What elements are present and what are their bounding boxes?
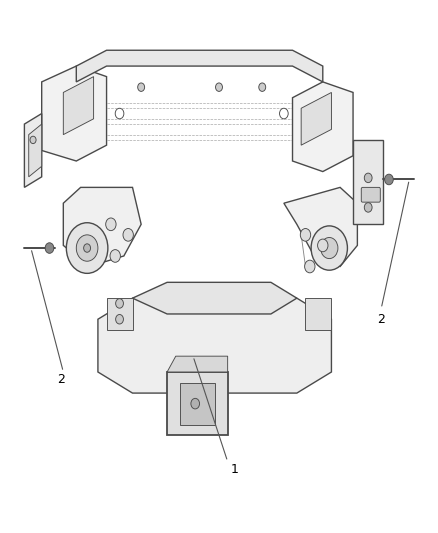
Circle shape [116,298,124,308]
Polygon shape [98,298,332,393]
Text: 2: 2 [377,313,385,326]
Polygon shape [284,188,357,266]
Circle shape [304,260,315,273]
Circle shape [259,83,266,91]
Polygon shape [293,82,353,172]
FancyBboxPatch shape [361,188,380,202]
Circle shape [279,108,288,119]
Polygon shape [301,92,332,145]
Circle shape [110,249,120,262]
Text: 2: 2 [57,374,65,386]
Circle shape [215,83,223,91]
Circle shape [106,218,116,231]
Polygon shape [106,298,133,330]
Polygon shape [133,282,297,314]
Polygon shape [353,140,383,224]
Circle shape [311,226,347,270]
Circle shape [84,244,91,252]
Polygon shape [64,77,94,135]
Circle shape [364,173,372,183]
Circle shape [45,243,54,253]
Circle shape [364,203,372,212]
Circle shape [116,314,124,324]
Polygon shape [305,298,332,330]
Polygon shape [180,383,215,425]
Circle shape [318,239,328,252]
Polygon shape [76,50,323,82]
Polygon shape [29,124,42,177]
Circle shape [123,229,134,241]
Polygon shape [64,188,141,266]
Circle shape [300,229,311,241]
Circle shape [385,174,393,185]
Polygon shape [167,356,228,372]
Circle shape [115,108,124,119]
Circle shape [191,398,200,409]
Circle shape [321,238,338,259]
Polygon shape [25,114,42,188]
Circle shape [138,83,145,91]
Polygon shape [42,66,106,161]
Circle shape [30,136,36,143]
Text: 1: 1 [230,463,238,476]
Circle shape [66,223,108,273]
Polygon shape [167,372,228,435]
Circle shape [76,235,98,261]
